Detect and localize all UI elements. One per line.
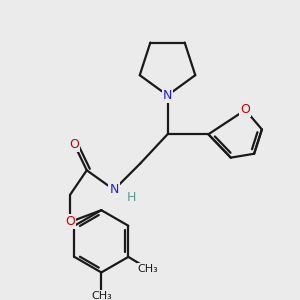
Text: CH₃: CH₃ — [91, 291, 112, 300]
Text: H: H — [127, 191, 136, 204]
Text: N: N — [163, 89, 172, 102]
Text: O: O — [65, 215, 75, 228]
Text: O: O — [69, 137, 79, 151]
Text: O: O — [240, 103, 250, 116]
Text: CH₃: CH₃ — [137, 264, 158, 274]
Text: N: N — [109, 183, 119, 196]
